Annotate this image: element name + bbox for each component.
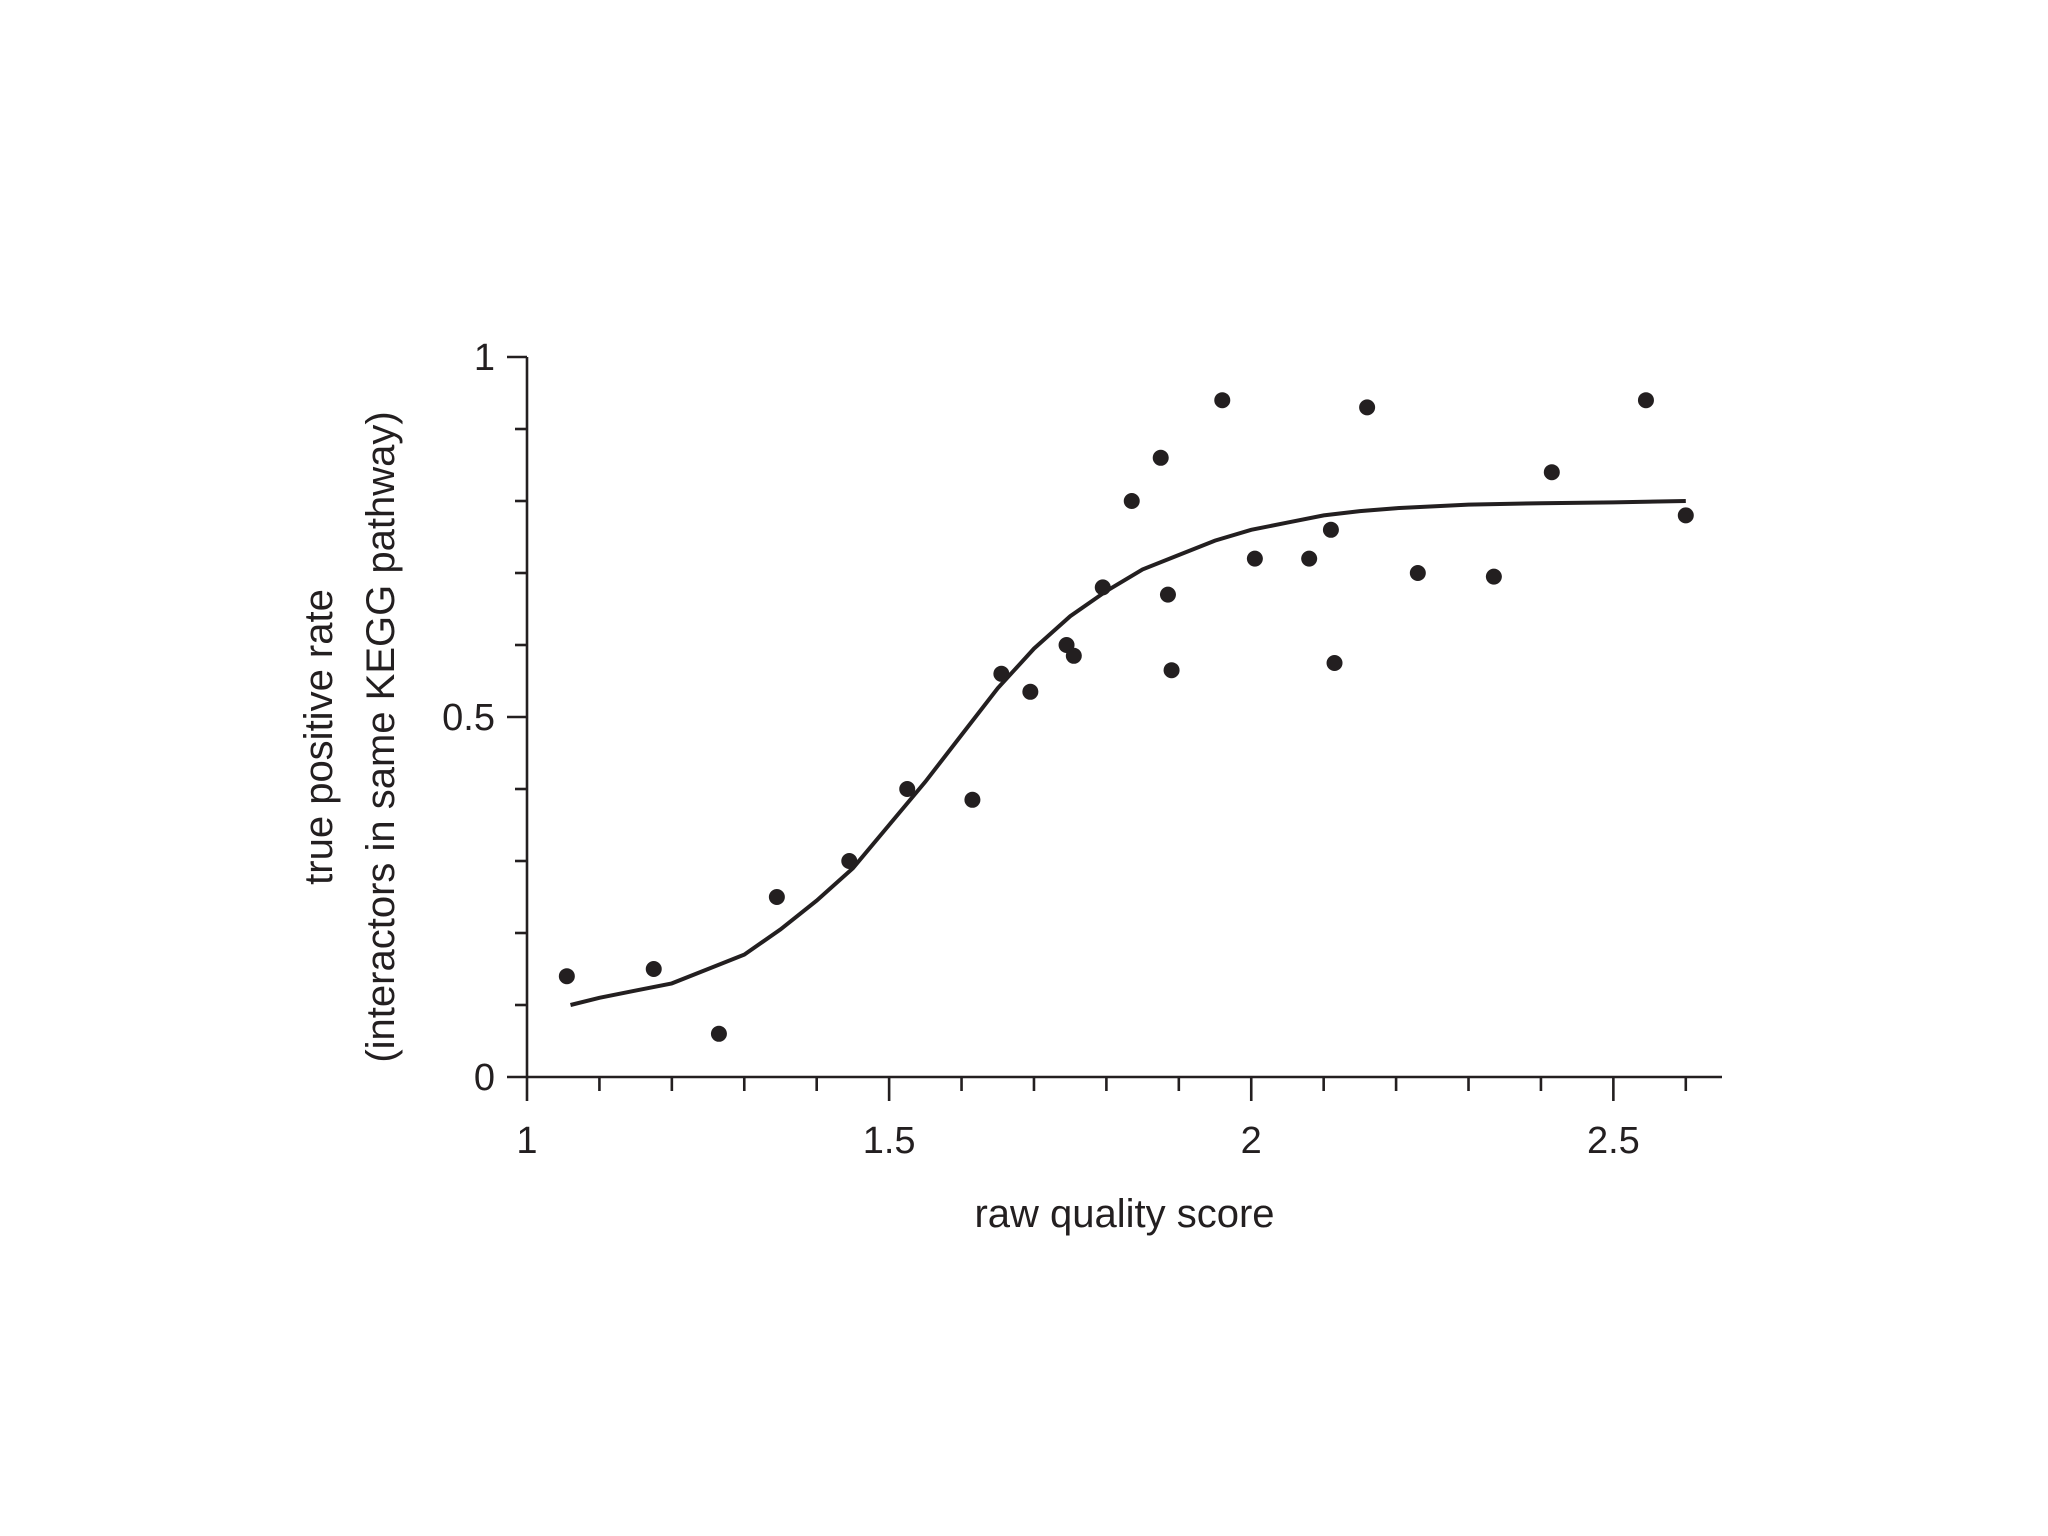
fit-curve: [570, 499, 1686, 1007]
y-tick-labels: 00.51: [442, 337, 495, 1099]
x-minor-ticks: [598, 1077, 1688, 1091]
x-tick-label: 1: [516, 1120, 537, 1162]
x-major-ticks: [525, 1077, 1615, 1101]
data-point: [1637, 392, 1654, 409]
data-point: [710, 1025, 727, 1042]
data-point: [1359, 399, 1376, 416]
data-point: [645, 961, 662, 977]
data-point: [1065, 647, 1082, 664]
y-major-ticks: [507, 355, 527, 1079]
data-point: [993, 665, 1010, 682]
data-point: [1152, 449, 1169, 466]
data-point: [964, 791, 981, 808]
y-tick-label: 0.5: [442, 697, 495, 739]
data-point: [841, 853, 858, 869]
data-point: [1301, 550, 1318, 567]
x-tick-label: 2: [1241, 1120, 1262, 1162]
x-tick-label: 1.5: [863, 1120, 916, 1162]
y-axis-title-line2: (interactors in same KEGG pathway): [359, 411, 403, 1062]
data-point: [1326, 655, 1343, 671]
y-tick-label: 0: [474, 1057, 495, 1099]
y-minor-ticks: [515, 427, 527, 1007]
data-point: [899, 781, 916, 797]
data-point: [1543, 464, 1560, 481]
data-point: [1159, 586, 1176, 603]
data-point: [1163, 662, 1180, 679]
data-point: [1022, 683, 1039, 700]
data-point: [1485, 568, 1502, 585]
y-axis-title-line1: true positive rate: [297, 589, 341, 885]
data-point: [1123, 493, 1140, 509]
x-axis-title: raw quality score: [974, 1192, 1274, 1236]
data-point: [768, 889, 785, 905]
x-tick-labels: 1 1.5 2 2.5: [516, 1120, 1639, 1162]
data-point: [1322, 521, 1339, 538]
data-point: [1214, 392, 1231, 409]
data-point: [558, 968, 575, 985]
data-point: [1094, 579, 1111, 596]
data-point: [1246, 550, 1263, 567]
data-point: [1409, 565, 1426, 581]
y-tick-label: 1: [474, 337, 495, 379]
data-point: [1677, 507, 1694, 524]
x-tick-label: 2.5: [1587, 1120, 1640, 1162]
data-points: [558, 392, 1694, 1042]
